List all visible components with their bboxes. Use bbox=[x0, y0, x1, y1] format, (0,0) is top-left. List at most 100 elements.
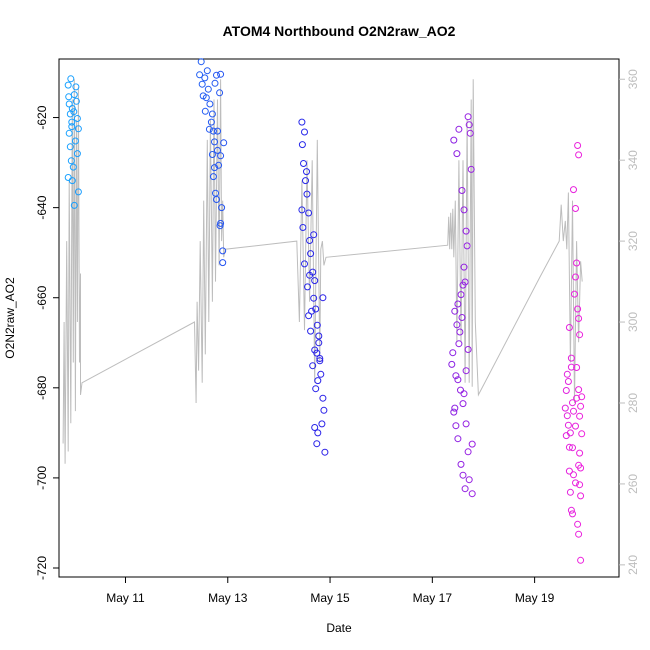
data-point bbox=[311, 424, 319, 431]
data-point bbox=[577, 464, 585, 472]
y-tick-label: -660 bbox=[35, 285, 49, 309]
data-point bbox=[218, 204, 226, 212]
data-point bbox=[70, 91, 78, 99]
data-point bbox=[303, 168, 310, 176]
data-point bbox=[567, 363, 575, 371]
data-point bbox=[298, 118, 306, 126]
data-point bbox=[455, 340, 463, 348]
data-point bbox=[457, 460, 465, 468]
data-point bbox=[458, 187, 466, 194]
data-point bbox=[65, 93, 73, 101]
data-point bbox=[453, 321, 461, 329]
data-point bbox=[217, 70, 225, 78]
secondary-trace-line bbox=[62, 79, 583, 464]
data-point bbox=[450, 408, 458, 416]
data-point bbox=[576, 449, 584, 457]
data-point bbox=[315, 339, 323, 347]
data-point bbox=[220, 139, 228, 147]
data-point bbox=[456, 328, 464, 336]
data-point bbox=[575, 386, 583, 394]
y2-tick-label: 260 bbox=[626, 474, 640, 494]
data-point bbox=[459, 281, 467, 289]
secondary-trace-path bbox=[62, 79, 583, 464]
data-point bbox=[206, 100, 214, 108]
data-point bbox=[574, 520, 582, 528]
data-point bbox=[205, 125, 213, 133]
data-point bbox=[314, 429, 322, 437]
data-point bbox=[454, 435, 462, 443]
data-point bbox=[201, 107, 209, 115]
data-point bbox=[309, 362, 317, 370]
data-point bbox=[312, 385, 320, 393]
data-point bbox=[298, 141, 306, 149]
data-point bbox=[302, 177, 309, 185]
data-point bbox=[321, 448, 329, 456]
data-point bbox=[466, 129, 474, 137]
data-point bbox=[211, 164, 218, 172]
data-point bbox=[578, 430, 586, 438]
data-point bbox=[575, 530, 583, 538]
data-point bbox=[310, 231, 318, 239]
data-point bbox=[562, 387, 570, 394]
x-tick-label: May 17 bbox=[413, 591, 453, 605]
data-point bbox=[457, 291, 465, 299]
y2-tick-label: 320 bbox=[626, 231, 640, 251]
data-point bbox=[197, 58, 205, 66]
data-point bbox=[68, 105, 76, 112]
data-point bbox=[561, 404, 569, 412]
data-point bbox=[219, 247, 227, 255]
data-point bbox=[202, 94, 210, 102]
bottom-axis: May 11 May 13 May 15 May 17 May 19 bbox=[106, 577, 555, 605]
data-point bbox=[460, 263, 468, 271]
data-point bbox=[306, 271, 314, 279]
data-point bbox=[564, 421, 572, 429]
data-point bbox=[570, 471, 577, 479]
data-point bbox=[313, 349, 321, 357]
data-point bbox=[316, 357, 324, 365]
data-point bbox=[572, 273, 579, 281]
data-point bbox=[454, 300, 462, 308]
data-point bbox=[73, 150, 81, 158]
data-point bbox=[299, 224, 307, 231]
data-point bbox=[72, 97, 80, 105]
data-point bbox=[208, 151, 216, 158]
data-point bbox=[573, 259, 581, 267]
data-point bbox=[65, 129, 73, 137]
data-point bbox=[69, 163, 77, 171]
data-point bbox=[460, 206, 468, 214]
x-tick-label: May 15 bbox=[310, 591, 350, 605]
data-point bbox=[198, 80, 206, 88]
data-point bbox=[452, 372, 460, 380]
data-point bbox=[467, 165, 475, 173]
data-point bbox=[304, 283, 311, 291]
data-point bbox=[462, 420, 470, 428]
data-point bbox=[214, 127, 221, 135]
y-tick-label: -620 bbox=[35, 105, 49, 129]
y2-tick-label: 300 bbox=[626, 312, 640, 332]
data-point bbox=[301, 260, 308, 268]
data-point bbox=[566, 488, 574, 496]
data-point bbox=[449, 349, 457, 357]
data-point bbox=[70, 108, 78, 116]
data-point bbox=[465, 121, 473, 129]
data-point bbox=[451, 404, 459, 412]
data-point bbox=[573, 394, 581, 402]
x-tick-label: May 19 bbox=[515, 591, 555, 605]
data-point bbox=[66, 143, 74, 151]
data-point bbox=[464, 113, 472, 121]
data-point bbox=[312, 305, 320, 313]
data-point bbox=[308, 307, 316, 315]
data-point bbox=[74, 188, 82, 196]
data-point bbox=[219, 259, 227, 267]
data-point bbox=[317, 370, 325, 378]
data-point bbox=[464, 448, 472, 456]
y-axis-label: O2N2raw_AO2 bbox=[3, 277, 17, 359]
data-point bbox=[315, 332, 323, 340]
data-point bbox=[569, 444, 576, 452]
data-point bbox=[204, 85, 212, 93]
right-axis: 240 260 280 300 320 340 360 bbox=[619, 69, 640, 575]
data-point bbox=[216, 89, 224, 97]
data-point bbox=[564, 378, 572, 385]
data-point bbox=[217, 152, 225, 160]
